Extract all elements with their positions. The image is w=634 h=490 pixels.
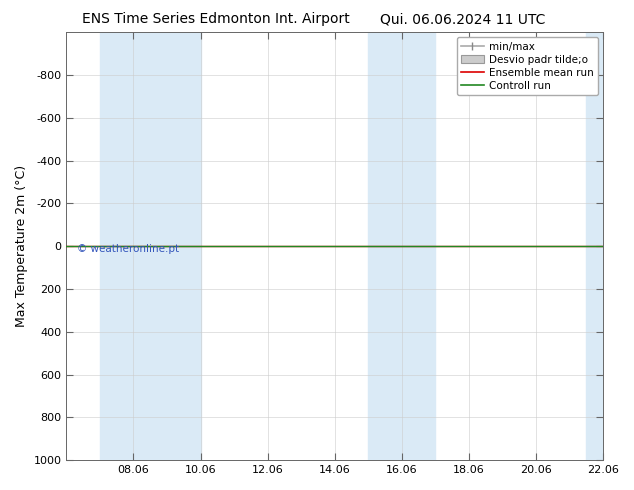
Bar (100, 32, 200, 460)
Legend: min/max, Desvio padr tilde;o, Ensemble mean run, Controll run: min/max, Desvio padr tilde;o, Ensemble m… (456, 37, 598, 95)
Bar (586, 32, 603, 460)
Bar (368, 32, 436, 460)
Text: © weatheronline.pt: © weatheronline.pt (77, 244, 179, 254)
Text: ENS Time Series Edmonton Int. Airport: ENS Time Series Edmonton Int. Airport (82, 12, 349, 26)
Y-axis label: Max Temperature 2m (°C): Max Temperature 2m (°C) (15, 165, 28, 327)
Text: Qui. 06.06.2024 11 UTC: Qui. 06.06.2024 11 UTC (380, 12, 545, 26)
